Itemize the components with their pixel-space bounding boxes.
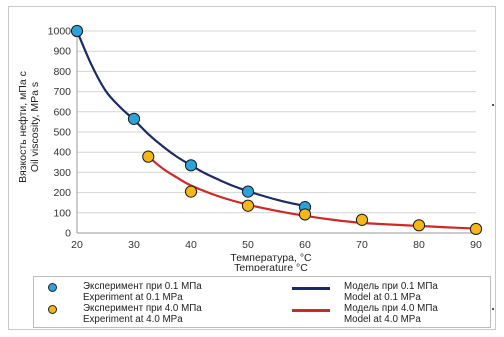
legend-line-model-40 xyxy=(292,309,330,312)
legend-label-exp-40-en: Experiment at 4.0 MPa xyxy=(83,313,183,325)
data-point-series-2 xyxy=(142,150,155,163)
y-tick-label: 600 xyxy=(53,106,71,118)
data-point-series-1 xyxy=(70,24,84,38)
legend-item-exp-40: Эксперимент при 4.0 МПа Experiment at 4.… xyxy=(48,303,202,325)
series xyxy=(70,24,483,236)
legend: Эксперимент при 0.1 МПа Experiment at 0.… xyxy=(33,276,491,328)
legend-label-model-40-ru: Модель при 4.0 МПа xyxy=(344,303,438,314)
corner-dot-bottom xyxy=(492,308,494,310)
data-point-series-1 xyxy=(184,159,198,172)
x-tick-label: 80 xyxy=(413,239,425,251)
legend-item-exp-01: Эксперимент при 0.1 МПа Experiment at 0.… xyxy=(48,281,202,303)
legend-label-model-40-en: Model at 4.0 MPa xyxy=(344,313,421,325)
y-axis-title-line1: Вязкость нефти, мПа с xyxy=(17,71,29,183)
y-tick-label: 400 xyxy=(53,147,71,159)
grid xyxy=(77,30,476,234)
legend-label-exp-01-ru: Эксперимент при 0.1 МПа xyxy=(83,281,202,292)
legend-item-model-40: Модель при 4.0 МПа Model at 4.0 MPa xyxy=(292,303,438,325)
data-point-series-1 xyxy=(241,185,255,198)
axes: 0 100 200 300 400 500 600 700 800 900 1000 20 30 40 50… xyxy=(48,26,482,252)
x-tick-label: 20 xyxy=(71,239,83,251)
legend-label-model-01-ru: Модель при 0.1 МПа xyxy=(344,281,438,292)
y-tick-label: 0 xyxy=(65,228,71,240)
y-axis-title-line2: Oil viscosity, MPa s xyxy=(29,82,41,172)
data-point-series-1 xyxy=(127,112,141,125)
y-tick-label: 900 xyxy=(53,46,71,58)
chart-frame: 0 100 200 300 400 500 600 700 800 900 1000 20 30 40 50… xyxy=(8,6,496,330)
y-tick-label: 500 xyxy=(53,127,71,139)
y-tick-label: 800 xyxy=(53,66,71,78)
x-tick-label: 90 xyxy=(470,239,482,251)
legend-marker-exp-01 xyxy=(48,283,57,292)
legend-label-exp-40-ru: Эксперимент при 4.0 МПа xyxy=(83,303,202,314)
x-axis-title-line1: Температура, °С xyxy=(230,252,312,264)
x-tick-label: 50 xyxy=(242,239,254,251)
y-tick-label: 300 xyxy=(53,167,71,179)
x-tick-label: 70 xyxy=(356,239,368,251)
y-tick-label: 100 xyxy=(53,207,71,219)
x-tick-label: 40 xyxy=(185,239,197,251)
x-axis-title-line2: Temperature °C xyxy=(234,262,308,271)
model-line-1 xyxy=(75,30,306,208)
data-point-series-2 xyxy=(412,219,426,232)
legend-label-exp-01-en: Experiment at 0.1 MPa xyxy=(83,291,183,303)
x-tick-label: 60 xyxy=(299,239,311,251)
corner-dot-top xyxy=(492,104,494,106)
x-tick-label: 30 xyxy=(128,239,140,251)
data-point-series-2 xyxy=(355,213,369,226)
legend-label-model-01-en: Model at 0.1 MPa xyxy=(344,291,421,303)
legend-item-model-01: Модель при 0.1 МПа Model at 0.1 MPa xyxy=(292,281,438,303)
legend-marker-exp-40 xyxy=(48,305,57,314)
y-tick-label: 700 xyxy=(53,86,71,98)
data-point-series-2 xyxy=(298,208,312,221)
legend-line-model-01 xyxy=(292,287,330,290)
y-tick-label: 1000 xyxy=(48,26,72,38)
y-tick-label: 200 xyxy=(53,187,71,199)
viscosity-chart: 0 100 200 300 400 500 600 700 800 900 1000 20 30 40 50… xyxy=(17,24,483,271)
data-point-series-2 xyxy=(184,185,198,198)
data-point-series-2 xyxy=(241,199,255,212)
axis-labels: Вязкость нефти, мПа с Oil viscosity, MPa… xyxy=(17,71,312,271)
data-point-series-2 xyxy=(469,222,483,236)
